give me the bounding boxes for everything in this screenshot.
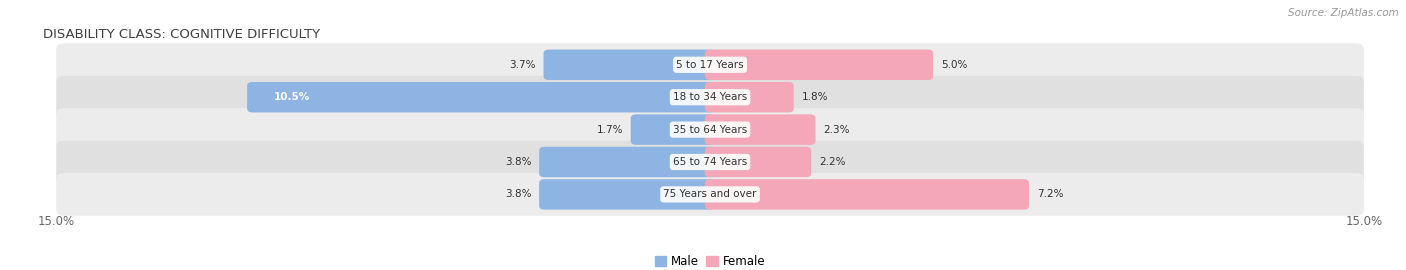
FancyBboxPatch shape (704, 179, 1029, 210)
Text: 5 to 17 Years: 5 to 17 Years (676, 60, 744, 70)
Text: 3.7%: 3.7% (509, 60, 536, 70)
FancyBboxPatch shape (247, 82, 716, 112)
Text: 3.8%: 3.8% (505, 189, 531, 200)
FancyBboxPatch shape (56, 43, 1364, 86)
Text: 7.2%: 7.2% (1038, 189, 1063, 200)
FancyBboxPatch shape (704, 147, 811, 177)
FancyBboxPatch shape (56, 141, 1364, 183)
FancyBboxPatch shape (538, 179, 716, 210)
FancyBboxPatch shape (56, 173, 1364, 216)
Text: DISABILITY CLASS: COGNITIVE DIFFICULTY: DISABILITY CLASS: COGNITIVE DIFFICULTY (44, 28, 321, 40)
Text: 18 to 34 Years: 18 to 34 Years (673, 92, 747, 102)
FancyBboxPatch shape (56, 108, 1364, 151)
FancyBboxPatch shape (538, 147, 716, 177)
FancyBboxPatch shape (56, 76, 1364, 119)
Text: 35 to 64 Years: 35 to 64 Years (673, 124, 747, 135)
Text: 75 Years and over: 75 Years and over (664, 189, 756, 200)
FancyBboxPatch shape (704, 114, 815, 145)
Text: 65 to 74 Years: 65 to 74 Years (673, 157, 747, 167)
FancyBboxPatch shape (631, 114, 716, 145)
Text: 5.0%: 5.0% (941, 60, 967, 70)
FancyBboxPatch shape (704, 82, 794, 112)
Text: 1.8%: 1.8% (801, 92, 828, 102)
Text: Source: ZipAtlas.com: Source: ZipAtlas.com (1288, 8, 1399, 18)
FancyBboxPatch shape (544, 50, 716, 80)
FancyBboxPatch shape (704, 50, 934, 80)
Text: 3.8%: 3.8% (505, 157, 531, 167)
Text: 2.2%: 2.2% (818, 157, 845, 167)
Text: 2.3%: 2.3% (824, 124, 849, 135)
Text: 10.5%: 10.5% (274, 92, 311, 102)
Text: 1.7%: 1.7% (596, 124, 623, 135)
Legend: Male, Female: Male, Female (650, 250, 770, 270)
